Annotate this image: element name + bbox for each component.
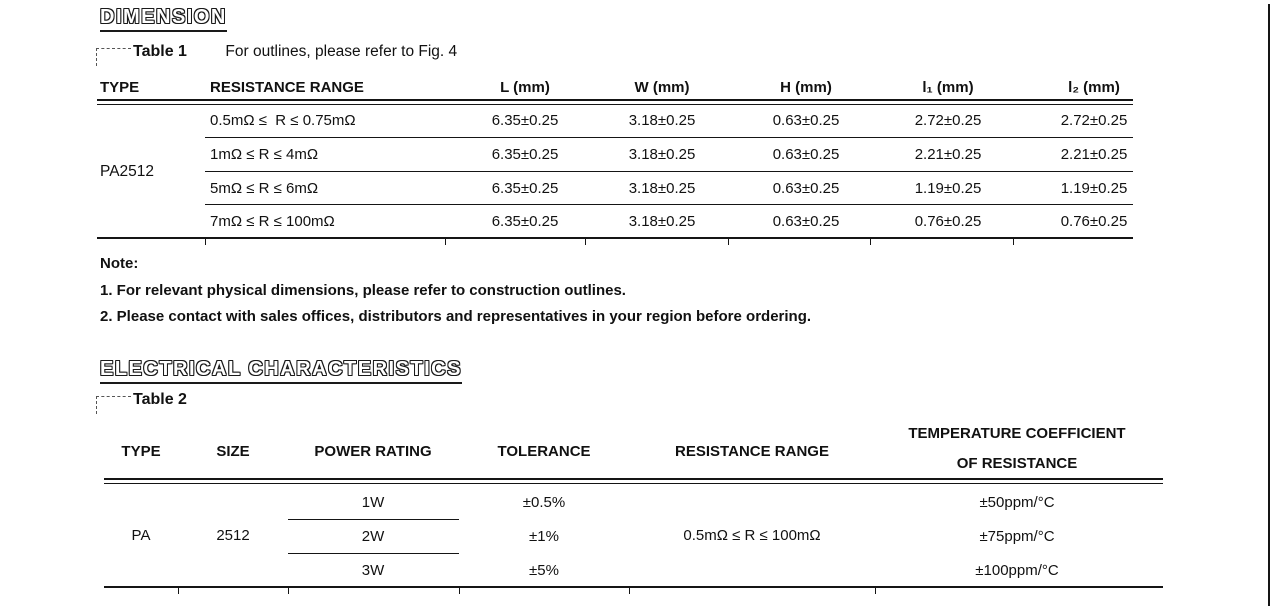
- table1-header-l1: l₁ (mm): [922, 79, 974, 96]
- table1-column-tick: [1013, 239, 1014, 245]
- table1-row-separator: [205, 171, 1133, 172]
- table1-column-tick: [585, 239, 586, 245]
- page-right-border: [1268, 4, 1270, 606]
- table1-row2-l1: 1.19±0.25: [914, 180, 982, 197]
- table1-row0-h: 0.63±0.25: [772, 112, 840, 129]
- table2-header-resistance-range: RESISTANCE RANGE: [675, 443, 829, 460]
- table2-header-tolerance: TOLERANCE: [497, 443, 591, 460]
- table2-temp-coefficient-2: ±100ppm/°C: [975, 562, 1059, 579]
- table2-header-size: SIZE: [216, 443, 250, 460]
- table1-row1-l1: 2.21±0.25: [914, 146, 982, 163]
- table1-header-w: W (mm): [634, 79, 690, 96]
- table1-column-tick: [445, 239, 446, 245]
- table2-column-tick: [629, 588, 630, 594]
- table1-row3-l1: 0.76±0.25: [914, 213, 982, 230]
- table1-row1-w: 3.18±0.25: [628, 146, 696, 163]
- table1-row3-l2: 0.76±0.25: [1060, 213, 1128, 230]
- table1-caption: Table 1 For outlines, please refer to Fi…: [96, 41, 458, 66]
- note-item-1: 1. For relevant physical dimensions, ple…: [100, 282, 626, 299]
- table2-caption: Table 2: [96, 389, 187, 414]
- table2-header-power-rating: POWER RATING: [314, 443, 432, 460]
- table1-row0-l2: 2.72±0.25: [1060, 112, 1128, 129]
- frame-anchor-icon: [96, 396, 131, 414]
- table2-column-tick: [875, 588, 876, 594]
- table1-row3-range: 7mΩ ≤ R ≤ 100mΩ: [210, 213, 335, 230]
- table1-row1-l: 6.35±0.25: [491, 146, 559, 163]
- table2-tolerance-0: ±0.5%: [522, 494, 566, 511]
- table1-row1-range: 1mΩ ≤ R ≤ 4mΩ: [210, 146, 319, 163]
- table1-caption-label: Table 1: [133, 43, 187, 60]
- table1-row2-range: 5mΩ ≤ R ≤ 6mΩ: [210, 180, 319, 197]
- note-label: Note:: [100, 255, 139, 272]
- table1-row0-range: 0.5mΩ ≤ R ≤ 0.75mΩ: [210, 112, 356, 129]
- table1-row0-l: 6.35±0.25: [491, 112, 559, 129]
- table1-row1-h: 0.63±0.25: [772, 146, 840, 163]
- table1-row3-h: 0.63±0.25: [772, 213, 840, 230]
- table1-row0-w: 3.18±0.25: [628, 112, 696, 129]
- table1-header-rule: [97, 99, 1133, 105]
- table2-tolerance-2: ±5%: [529, 562, 559, 579]
- table2-power-rating-3w: 3W: [361, 562, 385, 579]
- table1-header-type: TYPE: [100, 79, 140, 96]
- table1-row2-l2: 1.19±0.25: [1060, 180, 1128, 197]
- table1-header-h: H (mm): [780, 79, 832, 96]
- table2-power-rating-2w: 2W: [361, 528, 385, 545]
- table1-row3-w: 3.18±0.25: [628, 213, 696, 230]
- table1-caption-text: For outlines, please refer to Fig. 4: [225, 43, 458, 60]
- table2-temp-coefficient-0: ±50ppm/°C: [979, 494, 1055, 511]
- table2-header-rule: [104, 478, 1163, 484]
- table1-row3-l: 6.35±0.25: [491, 213, 559, 230]
- table2-header-temp-coefficient-line2: OF RESISTANCE: [956, 455, 1078, 472]
- table1-column-tick: [205, 239, 206, 245]
- table2-tolerance-1: ±1%: [529, 528, 559, 545]
- table1-row0-l1: 2.72±0.25: [914, 112, 982, 129]
- table1-header-resistance-range: RESISTANCE RANGE: [210, 79, 364, 96]
- frame-anchor-icon: [96, 48, 131, 66]
- section-dimension-title: DIMENSION: [100, 6, 227, 28]
- table1-bottom-rule: [97, 237, 1133, 239]
- table2-resistance-range-value: 0.5mΩ ≤ R ≤ 100mΩ: [683, 527, 821, 544]
- table1-header-l2: l₂ (mm): [1068, 79, 1120, 96]
- table1-row2-l: 6.35±0.25: [491, 180, 559, 197]
- table1-row2-h: 0.63±0.25: [772, 180, 840, 197]
- table2-power-separator: [288, 519, 459, 520]
- table1-header-l: L (mm): [500, 79, 550, 96]
- table1-row-separator: [205, 137, 1133, 138]
- table1-row-separator: [205, 204, 1133, 205]
- note-item-2: 2. Please contact with sales offices, di…: [100, 308, 812, 325]
- table2-bottom-rule: [104, 586, 1163, 588]
- table2-type-value: PA: [131, 527, 151, 544]
- table2-header-type: TYPE: [121, 443, 161, 460]
- table2-power-rating-1w: 1W: [361, 494, 385, 511]
- table1-row2-w: 3.18±0.25: [628, 180, 696, 197]
- table2-header-temp-coefficient-line1: TEMPERATURE COEFFICIENT: [908, 425, 1126, 442]
- table1-column-tick: [728, 239, 729, 245]
- table2-column-tick: [288, 588, 289, 594]
- table2-column-tick: [178, 588, 179, 594]
- section-electrical-title: ELECTRICAL CHARACTERISTICS: [100, 358, 462, 380]
- table1-type-value: PA2512: [100, 163, 155, 180]
- table2-size-value: 2512: [216, 527, 250, 544]
- table2-caption-label: Table 2: [133, 391, 187, 408]
- table2-power-separator: [288, 553, 459, 554]
- table2-column-tick: [459, 588, 460, 594]
- table1-row1-l2: 2.21±0.25: [1060, 146, 1128, 163]
- section-dimension-heading: DIMENSION: [100, 6, 227, 32]
- table2-temp-coefficient-1: ±75ppm/°C: [979, 528, 1055, 545]
- table1-column-tick: [870, 239, 871, 245]
- section-electrical-heading: ELECTRICAL CHARACTERISTICS: [100, 358, 462, 384]
